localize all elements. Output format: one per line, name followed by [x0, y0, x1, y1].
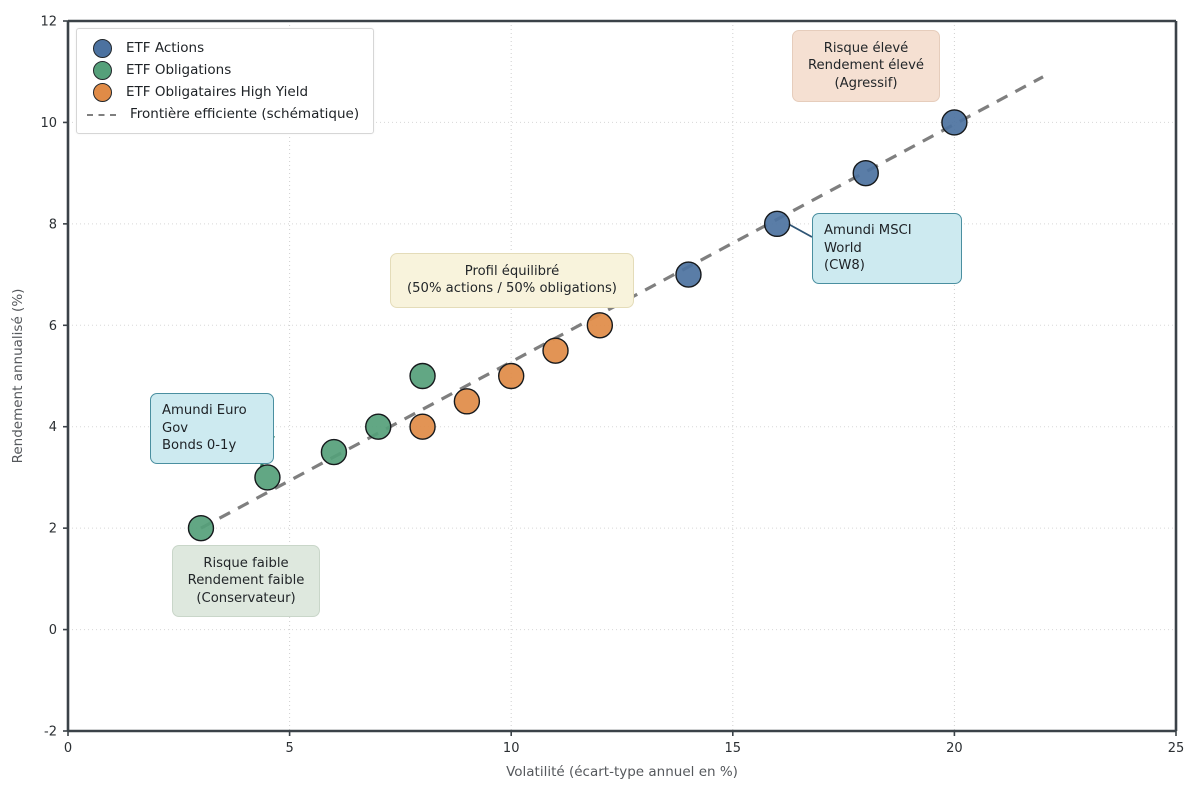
svg-text:10: 10 — [40, 116, 57, 131]
legend-item-label: Frontière efficiente (schématique) — [130, 106, 360, 122]
svg-text:5: 5 — [285, 741, 293, 756]
legend-dashed-line-icon — [87, 106, 116, 123]
chart-legend[interactable]: ETF Actions ETF Obligations ETF Obligatair… — [76, 28, 375, 134]
svg-text:8: 8 — [49, 217, 57, 232]
svg-text:-2: -2 — [44, 725, 57, 740]
callout-amundi-msci-world[interactable]: Amundi MSCI World (CW8) — [812, 213, 962, 284]
axis-titles: Volatilité (écart-type annuel en %) Rende… — [10, 289, 738, 780]
svg-text:0: 0 — [64, 741, 72, 756]
axis-lines — [66, 19, 1178, 733]
svg-text:15: 15 — [725, 741, 742, 756]
callout-amundi-euro-gov-bonds[interactable]: Amundi Euro Gov Bonds 0-1y — [150, 393, 274, 464]
annotation-balanced: Profil équilibré (50% actions / 50% obli… — [390, 253, 634, 308]
annotation-aggressive: Risque élevé Rendement élevé (Agressif) — [792, 30, 940, 103]
legend-marker-icon — [93, 82, 112, 102]
svg-text:Volatilité (écart-type annuel: Volatilité (écart-type annuel en %) — [506, 764, 738, 780]
svg-text:4: 4 — [49, 420, 57, 435]
legend-item-label: ETF Actions — [126, 40, 205, 56]
axis-ticks: 0 5 10 15 20 25 -2 0 2 4 6 8 10 12 — [40, 15, 1184, 757]
svg-text:2: 2 — [49, 522, 57, 537]
legend-item-0[interactable]: ETF Actions — [87, 37, 359, 59]
svg-text:10: 10 — [503, 741, 520, 756]
legend-marker-icon — [93, 38, 112, 58]
legend-item-2[interactable]: ETF Obligataires High Yield — [87, 81, 359, 103]
legend-item-label: ETF Obligations — [126, 62, 232, 78]
annotation-conservative: Risque faible Rendement faible (Conserva… — [172, 545, 320, 618]
svg-text:20: 20 — [946, 741, 963, 756]
legend-item-3[interactable]: Frontière efficiente (schématique) — [87, 103, 359, 125]
svg-text:12: 12 — [40, 15, 57, 30]
svg-text:Rendement annualisé (%): Rendement annualisé (%) — [10, 289, 26, 464]
svg-text:0: 0 — [49, 623, 57, 638]
legend-item-1[interactable]: ETF Obligations — [87, 59, 359, 81]
svg-text:25: 25 — [1168, 741, 1185, 756]
data-points — [187, 109, 968, 542]
legend-item-label: ETF Obligataires High Yield — [126, 84, 309, 100]
legend-marker-icon — [93, 60, 112, 80]
svg-text:6: 6 — [49, 319, 57, 334]
